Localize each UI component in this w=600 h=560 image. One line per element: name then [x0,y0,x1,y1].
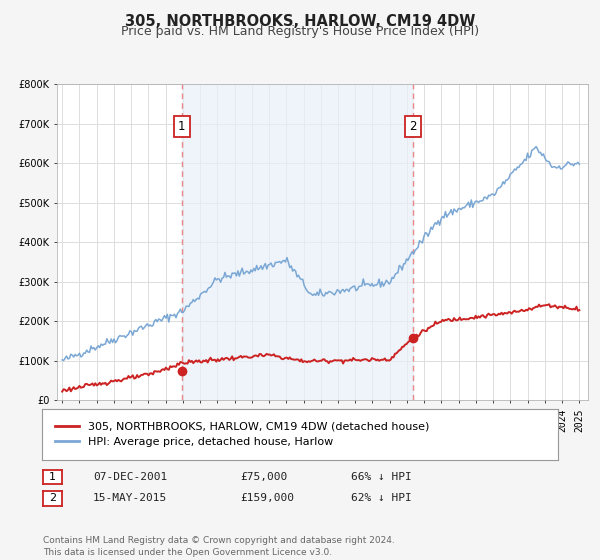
Text: 66% ↓ HPI: 66% ↓ HPI [351,472,412,482]
Text: 1: 1 [49,472,56,482]
Text: 07-DEC-2001: 07-DEC-2001 [93,472,167,482]
Text: 2: 2 [410,120,417,133]
Text: 15-MAY-2015: 15-MAY-2015 [93,493,167,503]
Text: £159,000: £159,000 [240,493,294,503]
Text: 1: 1 [178,120,185,133]
Text: 62% ↓ HPI: 62% ↓ HPI [351,493,412,503]
Legend: 305, NORTHBROOKS, HARLOW, CM19 4DW (detached house), HPI: Average price, detache: 305, NORTHBROOKS, HARLOW, CM19 4DW (deta… [53,419,432,450]
Text: Price paid vs. HM Land Registry's House Price Index (HPI): Price paid vs. HM Land Registry's House … [121,25,479,38]
Text: £75,000: £75,000 [240,472,287,482]
Text: Contains HM Land Registry data © Crown copyright and database right 2024.
This d: Contains HM Land Registry data © Crown c… [43,536,395,557]
Text: 2: 2 [49,493,56,503]
Bar [182,84,413,400]
Text: 305, NORTHBROOKS, HARLOW, CM19 4DW: 305, NORTHBROOKS, HARLOW, CM19 4DW [125,14,475,29]
